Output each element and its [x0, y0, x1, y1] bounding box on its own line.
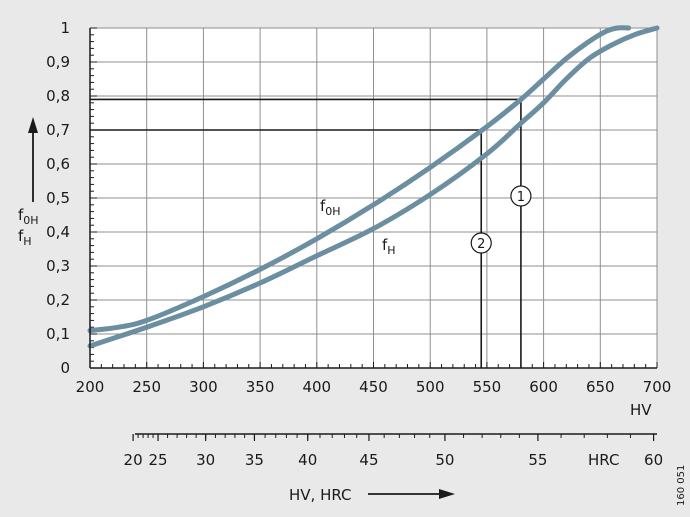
x-tick-labels: 200 250 300 350 400 450 500 550 600 650 700 [76, 378, 672, 396]
series-label-f0h: f0H [320, 197, 341, 218]
hrc-tick-label: 40 [298, 451, 317, 469]
series-curve-0 [87, 25, 632, 334]
hrc-unit-label: HRC [588, 451, 619, 469]
hrc-axis: 20 25 30 35 40 45 50 55 60 [124, 433, 663, 469]
x-tick-label: 200 [76, 378, 105, 396]
y-label-f0h-main: f [18, 206, 24, 224]
y-label-fh-sub: H [23, 235, 31, 248]
y-tick-label: 0,9 [46, 53, 70, 71]
y-label-f0h-sub: 0H [23, 214, 38, 227]
series-label-f0h-main: f [320, 197, 326, 215]
y-tick-label: 0,6 [46, 155, 70, 173]
y-tick-label: 0,4 [46, 223, 70, 241]
hrc-tick-label: 60 [644, 451, 663, 469]
hrc-tick-label: 55 [528, 451, 547, 469]
hrc-tick-label: 50 [435, 451, 454, 469]
marker-label-1: 1 [517, 190, 525, 205]
x-tick-label: 550 [473, 378, 502, 396]
hrc-tick-label: 35 [245, 451, 264, 469]
curves [87, 25, 660, 349]
x-tick-label: 350 [246, 378, 275, 396]
series-label-f0h-sub: 0H [325, 205, 340, 218]
x-tick-label: 250 [132, 378, 161, 396]
figure-number: 160 051 [676, 465, 687, 506]
y-tick-label: 0,3 [46, 257, 70, 275]
hrc-tick-label: 25 [148, 451, 167, 469]
x-tick-label: 650 [586, 378, 615, 396]
marker-circle-2 [470, 232, 492, 254]
hrc-tick-label: 30 [196, 451, 215, 469]
x-axis-label: HV, HRC [289, 486, 352, 504]
hrc-tick-label: 20 [124, 451, 143, 469]
series-curve-1 [87, 25, 660, 349]
x-tick-label: 300 [189, 378, 218, 396]
y-tick-label: 0 [60, 359, 70, 377]
x-tick-label: 700 [643, 378, 672, 396]
x-tick-label: 450 [359, 378, 388, 396]
y-tick-labels: 0 0,1 0,2 0,3 0,4 0,5 0,6 0,7 0,8 0,9 1 [46, 19, 70, 377]
y-tick-label: 0,7 [46, 121, 70, 139]
y-tick-label: 0,8 [46, 87, 70, 105]
y-axis-label-f0h: f0H [18, 206, 39, 227]
y-tick-label: 0,1 [46, 325, 70, 343]
y-label-fh-main: f [18, 227, 24, 245]
y-tick-label: 0,5 [46, 189, 70, 207]
y-tick-label: 1 [60, 19, 70, 37]
marker-label-2: 2 [477, 237, 485, 252]
x-tick-label: 400 [302, 378, 331, 396]
series-label-fh-sub: H [387, 244, 395, 257]
series-label-fh-main: f [382, 236, 388, 254]
series-label-fh: fH [382, 236, 396, 257]
x-tick-label: 500 [416, 378, 445, 396]
hrc-tick-label: 45 [359, 451, 378, 469]
y-axis-label-fh: fH [18, 227, 32, 248]
y-tick-label: 0,2 [46, 291, 70, 309]
y-axis-arrow-head [28, 117, 38, 133]
x-axis-arrow-head [439, 489, 455, 499]
x-tick-label: 600 [529, 378, 558, 396]
marker-circle-1 [510, 185, 532, 207]
x-unit-label: HV [630, 401, 652, 419]
annotation-markers: 12 [470, 185, 532, 254]
